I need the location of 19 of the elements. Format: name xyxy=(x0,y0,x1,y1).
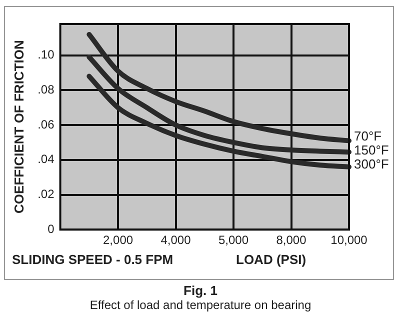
x-tick-label: 5,000 xyxy=(218,233,249,248)
y-tick-label: .02 xyxy=(38,187,55,202)
series-label: 300°F xyxy=(354,156,389,172)
text: Fig. 1 xyxy=(182,283,218,298)
x-axis-title: LOAD (PSI) xyxy=(236,252,306,267)
x-tick-label: 8,000 xyxy=(276,233,307,248)
y-axis-title: COEFFICIENT OF FRICTION xyxy=(11,40,26,214)
y-tick-label: .04 xyxy=(38,152,55,166)
text: SLIDING SPEED - 0.5 FPM xyxy=(12,252,174,267)
series-label: 150°F xyxy=(354,142,389,158)
y-tick-label: .06 xyxy=(38,117,55,132)
x-tick-label: 2,000 xyxy=(103,233,134,248)
x-tick-label: 4,000 xyxy=(160,233,192,248)
y-tick-label: .08 xyxy=(38,82,55,97)
x-tick-label: 10,000 xyxy=(330,233,368,248)
series-label: 70°F xyxy=(354,128,382,144)
text: Effect of load and temperature on bearing xyxy=(88,298,312,312)
y-tick-label: 0 xyxy=(48,222,55,236)
y-tick-label: .10 xyxy=(38,48,55,62)
